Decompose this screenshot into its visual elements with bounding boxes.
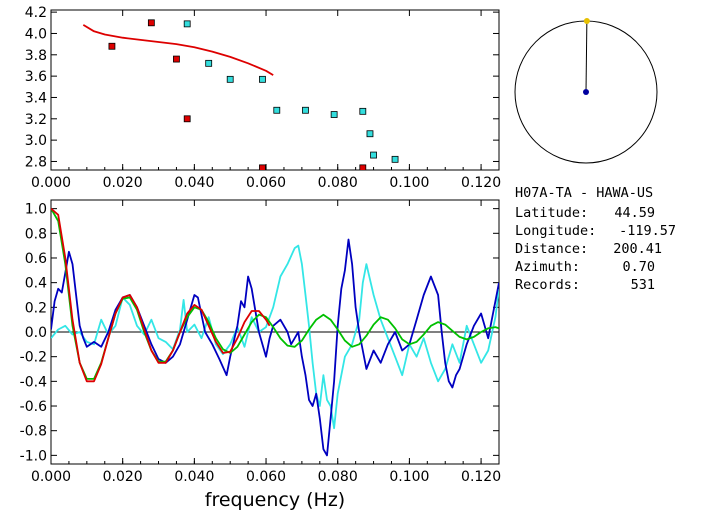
y-tick-label: 2.8 — [25, 154, 47, 170]
y-tick-label: -0.4 — [20, 374, 47, 390]
plot-frame — [50, 9, 500, 171]
data-point — [259, 75, 266, 83]
data-point — [205, 59, 213, 67]
data-point — [273, 106, 281, 114]
latitude-label: Latitude: — [515, 205, 588, 221]
y-tick-label: 0.8 — [25, 226, 47, 242]
series-line-3 — [51, 207, 271, 383]
x-tick-label: 0.080 — [318, 469, 358, 485]
station-info-panel: H07A-TA - HAWA-US Latitude: 44.59 Longit… — [515, 185, 676, 293]
data-point — [391, 155, 399, 163]
data-point — [370, 151, 377, 159]
data-point — [147, 19, 155, 27]
x-tick-label: 0.000 — [31, 469, 71, 485]
y-tick-label: 3.8 — [25, 48, 47, 64]
x-tick-label: 0.040 — [174, 175, 214, 191]
y-tick-label: -0.6 — [20, 399, 47, 415]
y-tick-label: 4.0 — [25, 26, 47, 42]
bottom-panel-plot: 0.000 0.020 0.040 0.060 0.080 0.100 0.120 1.0 0.… — [20, 199, 501, 511]
x-tick-label: 0.020 — [103, 175, 143, 191]
longitude-label: Longitude: — [515, 223, 596, 239]
azimuth-value: 0.70 — [622, 259, 655, 275]
longitude-value: -119.57 — [619, 223, 676, 239]
data-point — [226, 75, 234, 83]
y-tick-label: -0.2 — [20, 350, 47, 366]
x-tick-label: 0.100 — [389, 469, 429, 485]
series-line-1 — [51, 238, 499, 457]
x-tick-label: 0.100 — [389, 175, 429, 191]
data-point — [173, 55, 180, 63]
data-point — [330, 111, 338, 118]
y-tick-label: 0.0 — [25, 325, 47, 341]
x-tick-label: 0.000 — [31, 175, 71, 191]
y-tick-label: 3.4 — [25, 90, 47, 106]
x-tick-label: 0.020 — [103, 469, 143, 485]
distance-label: Distance: — [515, 241, 588, 257]
x-tick-label: 0.060 — [246, 175, 286, 191]
series-line-0 — [51, 244, 499, 430]
data-point — [302, 106, 309, 114]
distance-value: 200.41 — [613, 241, 662, 257]
data-point — [259, 164, 266, 170]
x-tick-label: 0.080 — [318, 175, 358, 191]
y-tick-label: -0.8 — [20, 424, 47, 440]
data-point — [359, 107, 367, 115]
y-tick-label: 0.2 — [25, 300, 47, 316]
y-tick-label: 4.2 — [25, 5, 47, 21]
latitude-value: 44.59 — [614, 205, 655, 221]
y-tick-label: 0.4 — [25, 276, 47, 292]
y-tick-label: 3.0 — [25, 133, 47, 149]
station-name: H07A-TA - HAWA-US — [515, 185, 653, 201]
data-point — [183, 20, 191, 28]
y-tick-label: 1.0 — [25, 202, 47, 218]
azimuth-circle-plot — [514, 18, 658, 164]
azimuth-line — [585, 20, 588, 93]
x-tick-label: 0.060 — [246, 469, 286, 485]
y-tick-label: 3.2 — [25, 112, 47, 128]
series-line-2 — [82, 24, 274, 76]
records-value: 531 — [631, 277, 655, 293]
y-tick-label: -1.0 — [20, 448, 47, 464]
records-label: Records: — [515, 277, 580, 293]
x-tick-label: 0.120 — [461, 175, 501, 191]
series-line-2 — [51, 208, 499, 380]
x-axis-label: frequency (Hz) — [205, 489, 345, 511]
x-tick-label: 0.120 — [461, 469, 501, 485]
data-point — [366, 130, 374, 138]
y-tick-label: 0.6 — [25, 251, 47, 267]
data-point — [108, 42, 116, 50]
data-point — [359, 164, 367, 170]
data-point — [183, 115, 191, 123]
top-panel-plot: 0.000 0.020 0.040 0.060 0.080 0.100 0.120 2.8 3.… — [25, 5, 501, 191]
x-tick-label: 0.040 — [174, 469, 214, 485]
station-marker — [583, 18, 590, 25]
center-marker — [583, 89, 589, 95]
azimuth-label: Azimuth: — [515, 259, 580, 275]
y-tick-label: 3.6 — [25, 69, 47, 85]
